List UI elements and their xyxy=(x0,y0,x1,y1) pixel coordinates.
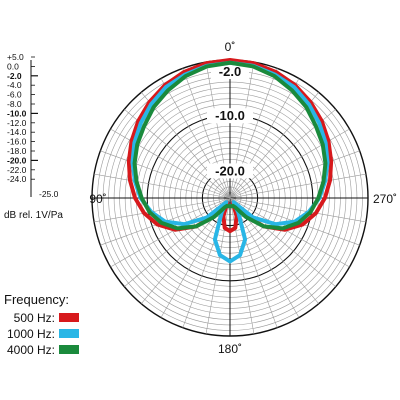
scale-label: -22.0 xyxy=(7,165,27,175)
scale-label: -18.0 xyxy=(7,146,27,156)
grid-spoke xyxy=(205,197,231,334)
scale-label: -16.0 xyxy=(7,137,27,147)
grid-spoke xyxy=(229,197,255,334)
grid-spoke xyxy=(110,197,231,268)
scale-label: -4.0 xyxy=(7,80,22,90)
scale-label: +5.0 xyxy=(7,52,24,62)
ring-label-bg xyxy=(207,108,253,124)
grid-spoke xyxy=(141,92,231,199)
legend-label: 4000 Hz: xyxy=(7,343,55,357)
ring-labels: -2.0 -10.0 -20.0 xyxy=(207,64,253,179)
scale-label: -6.0 xyxy=(7,90,22,100)
ring-label: -2.0 xyxy=(219,64,241,79)
series-line-1000-hz xyxy=(130,60,330,264)
series-layer xyxy=(126,58,334,264)
angle-label-270: 270˚ xyxy=(373,192,397,206)
angle-label-0: 0˚ xyxy=(225,40,236,54)
scale-label: -12.0 xyxy=(7,118,27,128)
angle-label-90: 90˚ xyxy=(89,192,106,206)
angle-label-180: 180˚ xyxy=(218,342,242,356)
grid-spoke xyxy=(229,173,366,199)
ring-label: -20.0 xyxy=(215,163,245,178)
grid-spoke xyxy=(229,150,360,199)
grid-spoke xyxy=(229,197,366,223)
scale-unit-label: dB rel. 1V/Pa xyxy=(4,210,63,221)
scale-label: -25.0 xyxy=(39,189,59,199)
ring-label-bg xyxy=(207,163,253,179)
legend: Frequency: 500 Hz: 1000 Hz: 4000 Hz: xyxy=(4,292,79,357)
grid-spoke xyxy=(229,197,350,268)
legend-label: 1000 Hz: xyxy=(7,327,55,341)
db-scale: +5.00.0-2.0-4.0-6.0-8.0-10.0-12.0-14.0-1… xyxy=(7,52,59,199)
grid-spoke xyxy=(229,92,319,199)
series-line-4000-hz xyxy=(132,60,328,231)
scale-label: -2.0 xyxy=(7,71,22,81)
ring-label: -10.0 xyxy=(215,108,245,123)
legend-label: 500 Hz: xyxy=(14,311,55,325)
scale-label: -20.0 xyxy=(7,155,27,165)
grid-spoke xyxy=(94,197,231,223)
scale-label: -8.0 xyxy=(7,99,22,109)
series-line-500-hz xyxy=(126,58,334,234)
scale-label: -14.0 xyxy=(7,127,27,137)
legend-swatch xyxy=(59,345,79,354)
scale-label: -10.0 xyxy=(7,108,27,118)
ring-label-bg xyxy=(211,64,249,80)
scale-label: -24.0 xyxy=(7,174,27,184)
scale-label: 0.0 xyxy=(7,61,19,71)
legend-swatch xyxy=(59,313,79,322)
legend-title: Frequency: xyxy=(4,292,69,307)
grid-spoke xyxy=(100,150,231,199)
grid-spoke xyxy=(94,173,231,199)
legend-swatch xyxy=(59,329,79,338)
